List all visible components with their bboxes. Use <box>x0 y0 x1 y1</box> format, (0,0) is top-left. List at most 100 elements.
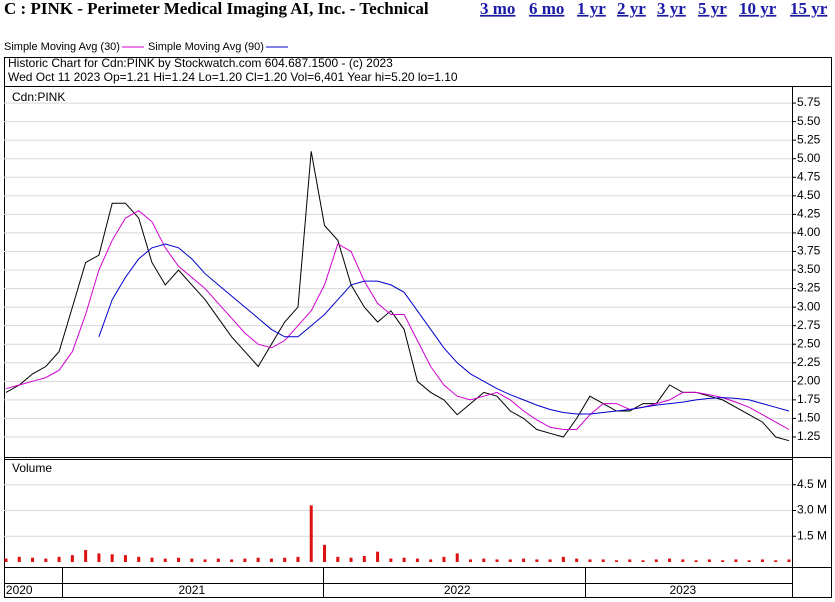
volume-bar <box>349 557 353 562</box>
y-tick-label: 3.00 <box>797 299 821 313</box>
panel-label: Volume <box>12 461 52 475</box>
panel-label: Cdn:PINK <box>12 90 65 104</box>
x-tick-label: 2023 <box>669 583 696 597</box>
volume-bar <box>442 556 446 562</box>
volume-bar <box>84 549 88 562</box>
volume-bar <box>97 553 101 562</box>
y-tick-label: 1.50 <box>797 411 821 425</box>
volume-bar <box>707 559 711 562</box>
y-tick-label: 3.50 <box>797 262 821 276</box>
y-tick-label: 2.50 <box>797 336 821 350</box>
y-tick-label: 3.0 M <box>797 503 827 517</box>
y-tick-label: 4.50 <box>797 188 821 202</box>
volume-bar <box>376 551 380 562</box>
range-link[interactable]: 3 yr <box>657 0 686 18</box>
volume-bar <box>362 555 366 562</box>
volume-bar <box>31 557 35 562</box>
volume-bar <box>402 557 406 562</box>
volume-bar <box>256 557 260 562</box>
y-tick-label: 1.75 <box>797 392 821 406</box>
volume-bar <box>415 558 419 562</box>
volume-bar <box>17 556 21 562</box>
volume-bar <box>137 556 141 562</box>
price-line <box>5 151 790 442</box>
volume-bar <box>681 559 685 562</box>
y-tick-label: 4.25 <box>797 207 821 221</box>
volume-bar <box>654 559 658 562</box>
volume-bar <box>269 558 273 562</box>
range-link[interactable]: 15 yr <box>790 0 828 18</box>
volume-bar <box>110 554 114 562</box>
y-tick-label: 1.25 <box>797 429 821 443</box>
header-line: Wed Oct 11 2023 Op=1.21 Hi=1.24 Lo=1.20 … <box>8 70 458 84</box>
volume-bar <box>588 559 592 562</box>
volume-bar <box>575 558 579 562</box>
volume-bar <box>522 558 526 562</box>
volume-bar <box>482 558 486 562</box>
moving-average <box>98 243 790 415</box>
volume-bar <box>177 557 181 562</box>
volume-bar <box>123 555 127 562</box>
volume-bar <box>70 555 74 562</box>
volume-bar <box>283 557 287 562</box>
volume-bar <box>44 558 48 562</box>
x-tick-label: 2022 <box>444 583 471 597</box>
y-tick-label: 5.00 <box>797 151 821 165</box>
chart-frame <box>4 57 832 598</box>
volume-bar <box>747 560 751 562</box>
volume-bar <box>455 553 459 562</box>
volume-bar <box>150 557 154 562</box>
y-tick-label: 2.75 <box>797 318 821 332</box>
legend-label: Simple Moving Avg (30) <box>4 41 120 53</box>
y-tick-label: 2.00 <box>797 373 821 387</box>
y-tick-label: 5.25 <box>797 132 821 146</box>
y-tick-label: 5.50 <box>797 114 821 128</box>
y-tick-label: 5.75 <box>797 95 821 109</box>
y-tick-label: 3.75 <box>797 244 821 258</box>
volume-bar <box>548 559 552 562</box>
volume-bar <box>323 544 327 562</box>
volume-bar <box>787 559 791 562</box>
volume-bar <box>508 559 512 562</box>
volume-bar <box>309 505 313 562</box>
volume-bar <box>614 560 618 562</box>
volume-bar <box>641 560 645 562</box>
volume-bar <box>721 560 725 562</box>
y-tick-label: 1.5 M <box>797 528 827 542</box>
range-link[interactable]: 1 yr <box>577 0 606 18</box>
volume-bar <box>668 558 672 562</box>
x-tick-label: 2020 <box>6 583 33 597</box>
y-tick-label: 4.5 M <box>797 477 827 491</box>
volume-bar <box>561 556 565 562</box>
legend-label: Simple Moving Avg (90) <box>148 41 264 53</box>
range-link[interactable]: 3 mo <box>480 0 515 18</box>
volume-bar <box>203 559 207 562</box>
x-tick-label: 2021 <box>178 583 205 597</box>
y-tick-label: 4.75 <box>797 169 821 183</box>
volume-bar <box>628 559 632 562</box>
range-link[interactable]: 10 yr <box>739 0 777 18</box>
volume-bar <box>468 559 472 562</box>
volume-bar <box>4 558 8 562</box>
volume-bar <box>535 559 539 562</box>
range-link[interactable]: 2 yr <box>617 0 646 18</box>
volume-bar <box>389 558 393 562</box>
volume-bar <box>495 559 499 562</box>
volume-bar <box>296 556 300 562</box>
range-link[interactable]: 6 mo <box>529 0 564 18</box>
volume-bar <box>601 559 605 562</box>
volume-bar <box>734 559 738 562</box>
volume-bar <box>694 560 698 562</box>
moving-average <box>5 210 790 430</box>
volume-bar <box>774 560 778 562</box>
volume-bar <box>336 556 340 562</box>
y-tick-label: 2.25 <box>797 355 821 369</box>
volume-bar <box>760 559 764 562</box>
volume-bar <box>190 558 194 562</box>
range-link[interactable]: 5 yr <box>698 0 727 18</box>
page-heading: C : PINK - Perimeter Medical Imaging AI,… <box>4 0 429 18</box>
volume-bar <box>243 558 247 562</box>
volume-bar <box>216 558 220 562</box>
volume-bar <box>163 558 167 562</box>
